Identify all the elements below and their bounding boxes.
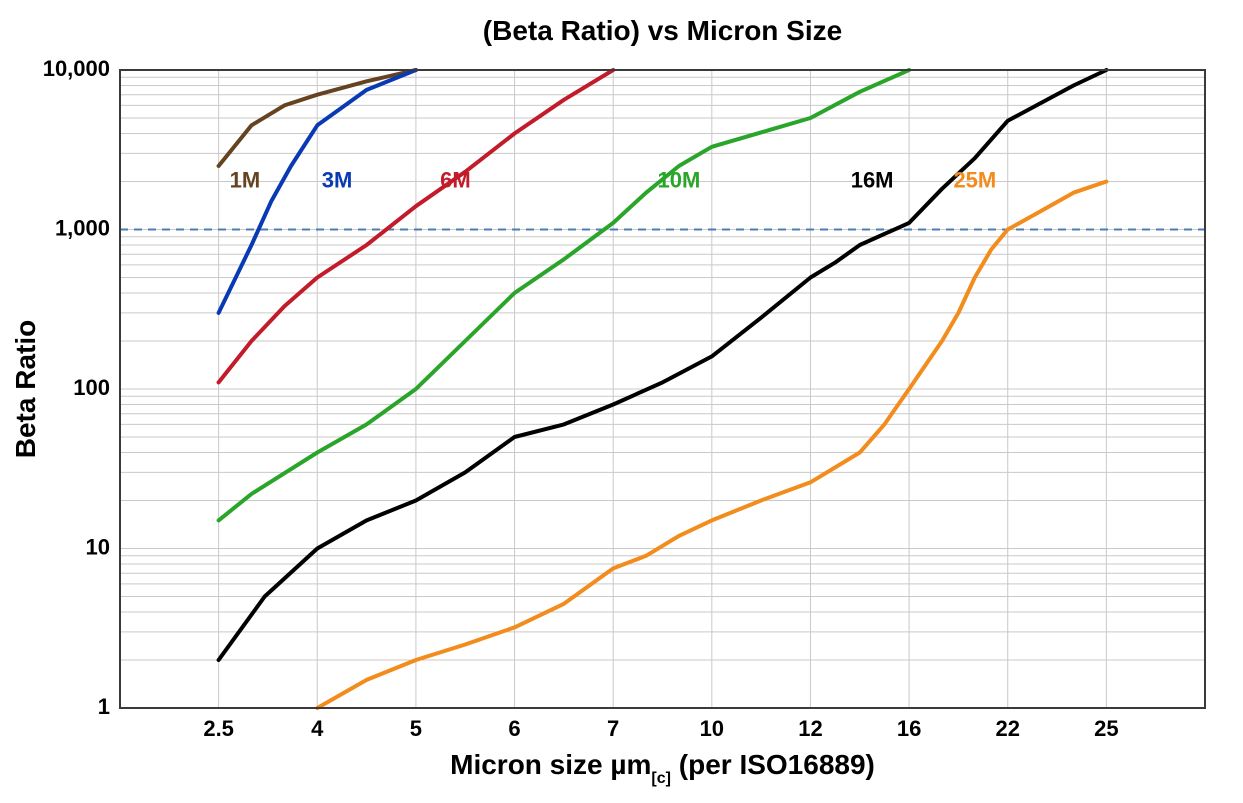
grid [120,70,1205,708]
y-tick-label: 1 [98,694,110,719]
y-tick-label: 10,000 [43,56,110,81]
y-tick-label: 100 [73,375,110,400]
x-tick-label: 25 [1094,716,1118,741]
y-tick-label: 10 [86,534,110,559]
chart-container: 1M 3M 6M 10M 16M 25M 1 10 100 1,000 10,000 2.5 4 5 6 7 1… [0,0,1243,803]
chart-title: (Beta Ratio) vs Micron Size [483,15,842,46]
y-tick-label: 1,000 [55,215,110,240]
series-label-3M: 3M [322,167,353,192]
x-tick-label: 22 [995,716,1019,741]
x-tick-label: 5 [410,716,422,741]
x-tick-label: 6 [508,716,520,741]
x-tick-label: 4 [311,716,324,741]
series-label-25M: 25M [953,167,996,192]
x-tick-label: 10 [700,716,724,741]
series-line-16M [219,70,1107,660]
x-tick-label: 2.5 [203,716,234,741]
series-label-6M: 6M [440,167,471,192]
x-tick-label: 7 [607,716,619,741]
series-label-16M: 16M [851,167,894,192]
x-tick-label: 12 [798,716,822,741]
x-tick-label: 16 [897,716,921,741]
series-label-1M: 1M [230,167,261,192]
x-axis-title: Micron size µm[c] (per ISO16889) [450,749,875,787]
series-label-10M: 10M [658,167,701,192]
chart-svg: 1M 3M 6M 10M 16M 25M 1 10 100 1,000 10,000 2.5 4 5 6 7 1… [0,0,1243,803]
y-axis-title: Beta Ratio [10,320,41,458]
